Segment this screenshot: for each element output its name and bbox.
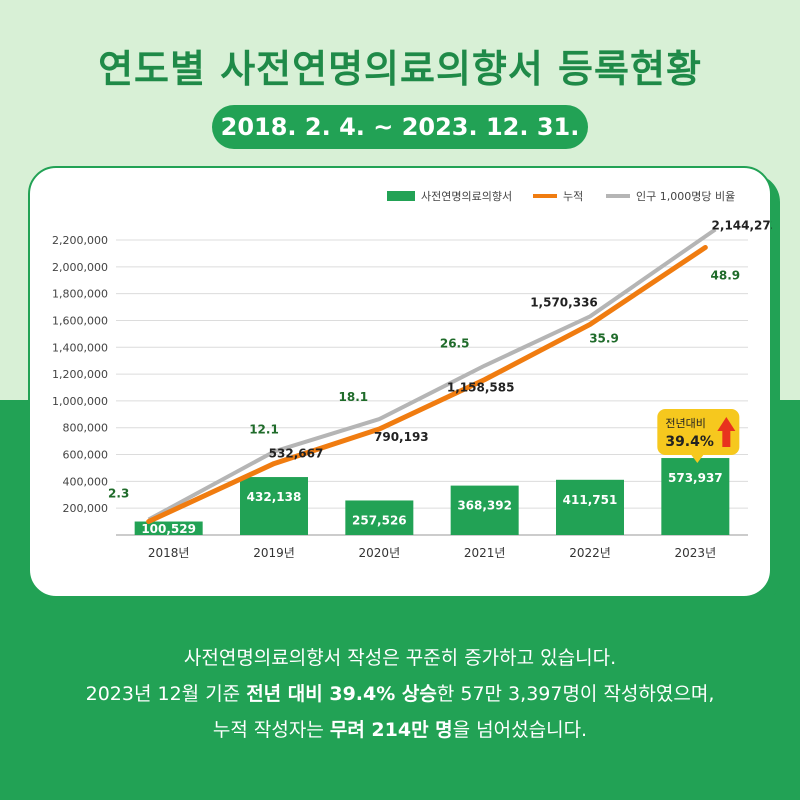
bar-value-label: 100,529 (141, 522, 196, 536)
x-tick-label: 2023년 (675, 546, 717, 560)
bar-value-label: 432,138 (247, 490, 302, 504)
bar-value-label: 411,751 (563, 493, 618, 507)
bar-value-label: 368,392 (457, 499, 512, 513)
callout-title: 전년대비 (665, 417, 705, 430)
x-tick-label: 2021년 (464, 546, 506, 560)
y-tick-label: 1,000,000 (52, 395, 108, 408)
chart: 200,000 400,000 600,000 800,000 1,000,000 1,2… (52, 190, 772, 560)
callout-pointer (691, 455, 704, 463)
bar (450, 485, 519, 535)
legend-cumulative-label: 누적 (563, 190, 583, 203)
cumulative-value-label: 1,570,336 (530, 295, 598, 309)
cumulative-value-label: 532,667 (269, 447, 324, 461)
rate-value-label: 48.9 (711, 268, 741, 282)
bar-value-label: 573,937 (668, 471, 723, 485)
y-tick-label: 2,000,000 (52, 261, 108, 274)
cumulative-value-label: 2,144,273 (712, 218, 772, 232)
cumulative-value-label: 790,193 (374, 430, 429, 444)
up-arrow-icon (717, 417, 736, 447)
x-tick-label: 2022년 (569, 546, 611, 560)
caption-line-3: 누적 작성자는 무려 214만 명을 넘어섰습니다. (212, 719, 588, 741)
y-tick-label: 400,000 (63, 475, 109, 488)
bar (134, 521, 203, 535)
y-tick-label: 800,000 (63, 422, 109, 435)
y-tick-label: 200,000 (63, 502, 109, 515)
period-badge: 2018. 2. 4. ~ 2023. 12. 31. (212, 105, 588, 149)
caption-line-1: 사전연명의료의향서 작성은 꾸준히 증가하고 있습니다. (183, 647, 617, 669)
y-tick-label: 1,800,000 (52, 288, 108, 301)
cumulative-value-label: 1,158,585 (447, 381, 515, 395)
bar (661, 458, 730, 535)
y-tick-label: 1,600,000 (52, 314, 108, 327)
bar-value-label: 257,526 (352, 513, 407, 527)
rate-value-label: 26.5 (440, 337, 470, 351)
page-title: 연도별 사전연명의료의향서 등록현황 (98, 47, 702, 91)
rate-value-label: 2.3 (108, 487, 129, 501)
rate-value-label: 12.1 (249, 423, 279, 437)
legend-rate-label: 인구 1,000명당 비율 (636, 190, 735, 203)
y-tick-label: 1,400,000 (52, 341, 108, 354)
y-tick-label: 600,000 (63, 449, 109, 462)
bar (556, 479, 624, 535)
legend-bar-label: 사전연명의료의향서 (421, 190, 512, 203)
rate-value-label: 35.9 (589, 331, 619, 345)
callout-bubble (657, 409, 740, 455)
legend-bar-swatch (387, 191, 415, 201)
rate-line (147, 227, 717, 522)
y-tick-label: 2,200,000 (52, 234, 108, 247)
y-tick-label: 1,200,000 (52, 368, 108, 381)
rate-value-label: 18.1 (339, 390, 369, 404)
bar (345, 500, 414, 535)
callout-value: 39.4% (665, 434, 714, 450)
caption-line-2: 2023년 12월 기준 전년 대비 39.4% 상승한 57만 3,397명이… (85, 683, 715, 705)
x-tick-label: 2020년 (359, 546, 401, 560)
x-tick-label: 2019년 (253, 546, 295, 560)
bar (240, 477, 308, 535)
cumulative-line (146, 244, 708, 525)
caption: 사전연명의료의향서 작성은 꾸준히 증가하고 있습니다. 2023년 12월 기… (0, 640, 800, 748)
x-tick-label: 2018년 (148, 546, 190, 560)
